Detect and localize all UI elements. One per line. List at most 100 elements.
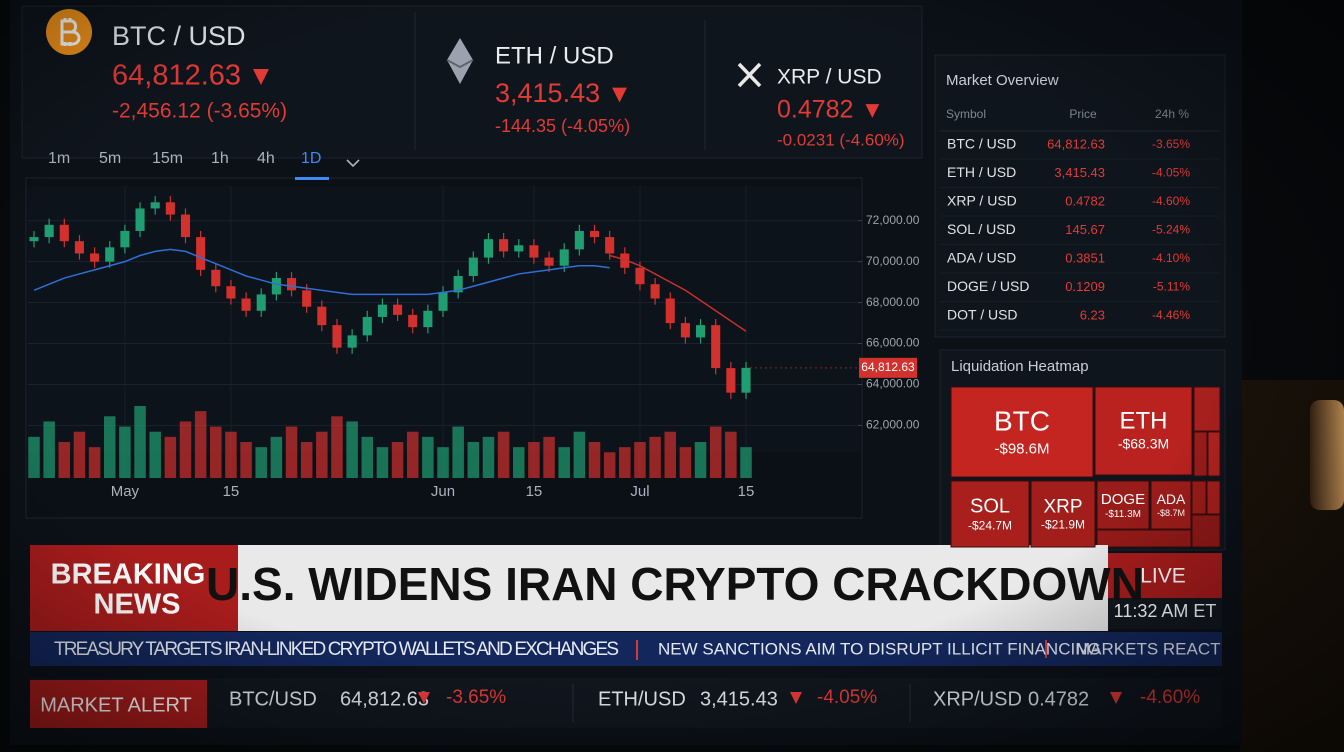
candle-body (711, 325, 721, 369)
candle-body (393, 304, 403, 315)
volume-bar (331, 416, 343, 478)
volume-bar (43, 421, 55, 478)
news-ticker-item: NEW SANCTIONS AIM TO DISRUPT ILLICIT FIN… (658, 639, 1101, 658)
volume-bar (588, 442, 601, 478)
candle-body (302, 290, 312, 307)
table-symbol: DOT / USD (947, 307, 1018, 323)
timeframe-button[interactable]: 1D (301, 150, 321, 167)
x-tick-label: May (111, 483, 140, 500)
volume-bar (164, 436, 177, 478)
candle-body (696, 325, 706, 338)
plot-area (28, 186, 860, 452)
ticker-change: -2,456.12 (-3.65%) (112, 100, 287, 123)
volume-bar (255, 447, 267, 478)
volume-bar (679, 447, 692, 478)
table-symbol: XRP / USD (947, 193, 1017, 209)
candle-body (680, 323, 690, 338)
lamp-glow (1310, 400, 1344, 510)
candle-body (589, 230, 600, 238)
timeframe-button[interactable]: 4h (257, 150, 275, 167)
volume-bar (694, 442, 707, 478)
heatmap-symbol: XRP (1043, 496, 1082, 517)
timeframe-button[interactable]: 1h (211, 150, 229, 167)
volume-bar (467, 442, 480, 478)
volume-bar (119, 426, 131, 478)
heatmap-amount: -$24.7M (968, 519, 1012, 533)
alert-price: 3,415.43 (700, 688, 778, 710)
volume-bar (452, 426, 464, 478)
table-symbol: SOL / USD (947, 221, 1016, 237)
volume-bar (376, 447, 389, 478)
candle-body (650, 284, 660, 299)
table-change: -4.10% (1152, 251, 1190, 265)
timeframe-button[interactable]: 5m (99, 150, 121, 167)
live-label: LIVE (1140, 565, 1186, 588)
table-price: 6.23 (1080, 307, 1105, 322)
y-tick-label: 66,000.00 (866, 336, 920, 350)
table-change: -5.11% (1153, 280, 1190, 294)
volume-bar (391, 442, 404, 478)
candle-body (59, 224, 69, 242)
candle-body (74, 241, 84, 254)
table-price: 0.3851 (1065, 250, 1105, 265)
heatmap-symbol: SOL (970, 496, 1010, 518)
volume-bar (740, 447, 752, 478)
panel-title: Liquidation Heatmap (951, 358, 1089, 375)
candle-body (105, 247, 115, 262)
table-change: -3.65% (1152, 137, 1190, 151)
candle-body (90, 253, 100, 262)
candle-body (574, 230, 584, 250)
heatmap-symbol: DOGE (1101, 491, 1145, 508)
breaking-label: NEWS (94, 589, 181, 621)
candle-body (559, 249, 569, 266)
volume-bar (482, 436, 495, 478)
candle-body (347, 335, 357, 348)
candle-body (135, 208, 145, 231)
candle-body (256, 294, 266, 311)
volume-bar (664, 431, 677, 478)
volume-bar (528, 442, 540, 478)
volume-bar (103, 416, 116, 478)
volume-bar (285, 426, 298, 478)
volume-bar (361, 436, 374, 478)
volume-bar (194, 411, 207, 478)
candle-body (665, 298, 675, 324)
volume-bar (225, 431, 237, 478)
candle-body (438, 292, 448, 311)
table-header: 24h % (1155, 107, 1189, 121)
table-header: Symbol (946, 107, 986, 121)
alert-change: -4.05% (817, 687, 877, 708)
candle-body (241, 298, 251, 311)
table-change: -5.24% (1152, 223, 1190, 237)
y-tick-label: 68,000.00 (866, 295, 920, 309)
time: 11:32 AM ET (1114, 601, 1217, 621)
y-tick-label: 64,000.00 (866, 377, 920, 391)
ticker-pair: ETH / USD (495, 42, 614, 69)
candle-body (226, 286, 236, 299)
volume-bar (316, 431, 328, 478)
candle-body (196, 237, 206, 270)
table-change: -4.60% (1152, 194, 1190, 208)
candle-body (286, 278, 297, 291)
x-tick-label: Jun (431, 483, 455, 500)
candle-body (120, 230, 130, 248)
ticker-price: 3,415.43 (495, 78, 600, 108)
heatmap-amount: -$98.6M (994, 441, 1049, 458)
volume-bar (134, 406, 146, 478)
candle-body (544, 257, 554, 266)
volume-bar (558, 447, 570, 478)
table-symbol: DOGE / USD (947, 278, 1029, 294)
volume-bar (634, 442, 646, 478)
ticker-price: 64,812.63 (112, 60, 241, 92)
panel-title: Market Overview (946, 72, 1059, 89)
candle-body (468, 257, 478, 276)
candle-body (499, 239, 509, 252)
heatmap-amount: -$21.9M (1041, 518, 1085, 532)
heatmap-symbol: BTC (994, 405, 1050, 436)
candle-body (423, 310, 433, 328)
volume-bar (346, 421, 358, 478)
timeframe-button[interactable]: 15m (152, 150, 183, 167)
timeframe-button[interactable]: 1m (48, 150, 70, 167)
candle-body (150, 202, 160, 209)
